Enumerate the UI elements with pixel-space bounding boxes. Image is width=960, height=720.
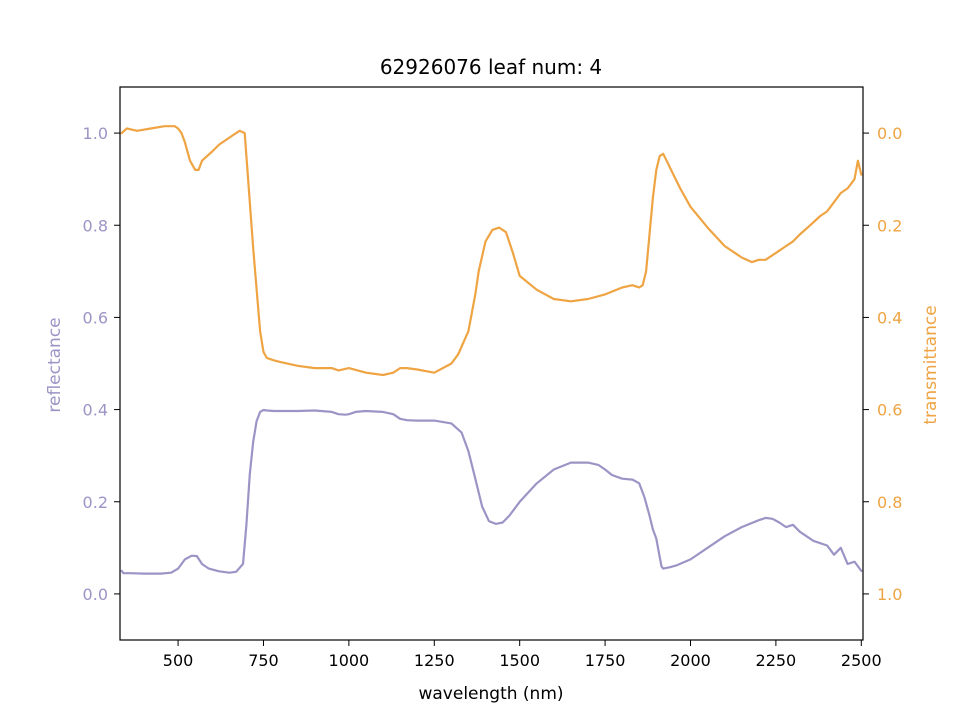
y-left-tick-label: 0.4	[83, 401, 108, 420]
y-right-tick-label: 1.0	[877, 585, 902, 604]
plot-frame	[119, 86, 864, 641]
chart-title: 62926076 leaf num: 4	[380, 55, 602, 79]
x-tick-label: 500	[163, 651, 194, 670]
x-tick-label: 2250	[756, 651, 797, 670]
x-tick-label: 750	[248, 651, 279, 670]
y-left-tick-label: 0.0	[83, 585, 108, 604]
y-axis-right: 0.0 0.2 0.4 0.6 0.8 1.0	[863, 124, 902, 604]
x-axis: 500 750 1000 1250 1500 1750 2000 2250 2500	[163, 640, 882, 670]
y-left-tick-label: 1.0	[83, 124, 108, 143]
x-tick-label: 1000	[329, 651, 370, 670]
transmittance-line	[120, 125, 863, 377]
y-right-tick-label: 0.0	[877, 124, 902, 143]
y-axis-left: 0.0 0.2 0.4 0.6 0.8 1.0	[83, 124, 120, 604]
y-left-tick-label: 0.8	[83, 216, 108, 235]
y-left-tick-label: 0.2	[83, 493, 108, 512]
x-tick-label: 2000	[670, 651, 711, 670]
x-tick-label: 1750	[585, 651, 626, 670]
y-right-tick-label: 0.2	[877, 216, 902, 235]
y-axis-left-title: reflectance	[45, 317, 65, 412]
x-tick-label: 2500	[841, 651, 882, 670]
y-right-tick-label: 0.8	[877, 493, 902, 512]
x-axis-title: wavelength (nm)	[418, 684, 563, 704]
x-tick-label: 1250	[414, 651, 455, 670]
series-layer	[120, 125, 863, 575]
reflectance-line	[120, 408, 863, 575]
y-right-tick-label: 0.4	[877, 308, 902, 327]
y-axis-right-title: transmittance	[921, 305, 941, 424]
y-left-tick-label: 0.6	[83, 308, 108, 327]
x-tick-label: 1500	[499, 651, 540, 670]
y-right-tick-label: 0.6	[877, 401, 902, 420]
